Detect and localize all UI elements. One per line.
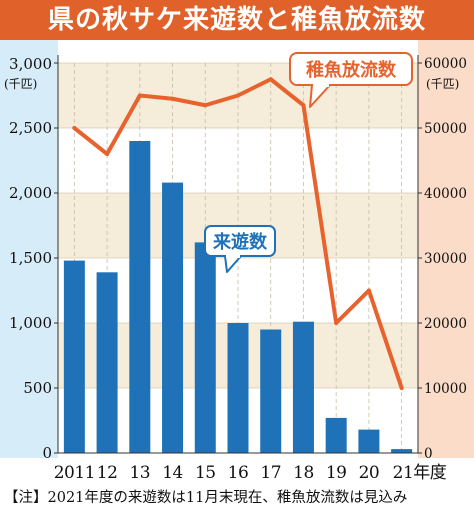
- bar-callout-join: [226, 254, 240, 258]
- right-tick-label: 60000: [424, 56, 467, 72]
- left-axis-unit: (千匹): [4, 77, 37, 91]
- bar-2011: [63, 260, 85, 453]
- right-tick-label: 50000: [424, 121, 467, 137]
- left-tick-label: 500: [23, 379, 52, 397]
- left-axis-panel: [0, 40, 58, 458]
- release-point-16: [236, 93, 240, 98]
- bar-15: [194, 242, 216, 453]
- left-tick-label: 2,500: [9, 119, 52, 137]
- x-tick-label: 21年度: [393, 463, 447, 483]
- release-point-12: [105, 152, 110, 156]
- left-tick-label: 1,000: [9, 314, 52, 332]
- release-point-13: [137, 93, 142, 98]
- line-callout-join: [313, 83, 329, 87]
- release-point-15: [203, 103, 208, 108]
- chart-canvas: 0 500 1,000 1,500 2,000 2,500 3,000 (千匹) 0 10000 2…: [0, 40, 474, 483]
- x-tick-label: 19: [326, 463, 347, 483]
- x-tick-label: 16: [228, 463, 249, 483]
- right-axis-panel: [418, 40, 474, 458]
- bar-16: [227, 323, 249, 453]
- left-tick-label: 0: [42, 444, 52, 462]
- bar-12: [96, 272, 118, 453]
- left-tick-label: 1,500: [9, 249, 52, 267]
- bar-21年度: [391, 449, 413, 453]
- right-tick-label: 20000: [424, 316, 467, 332]
- x-tick-label: 18: [293, 463, 314, 483]
- title-bar: [0, 0, 474, 40]
- x-tick-label: 2011: [54, 463, 95, 483]
- release-point-20: [366, 288, 371, 293]
- release-point-17: [268, 77, 273, 82]
- right-tick-label: 30000: [424, 251, 467, 267]
- x-tick-label: 14: [162, 463, 183, 483]
- right-tick-label: 40000: [424, 186, 467, 202]
- bar-20: [358, 429, 380, 453]
- line-series-label: 稚魚放流数: [306, 59, 397, 81]
- right-tick-label: 0: [424, 446, 433, 462]
- chart-title: 県の秋サケ来遊数と稚魚放流数: [47, 5, 426, 35]
- release-point-21年度: [399, 386, 404, 390]
- x-tick-label: 13: [129, 463, 150, 483]
- bar-13: [129, 141, 151, 453]
- right-tick-label: 10000: [424, 381, 467, 397]
- x-tick-label: 15: [195, 463, 216, 483]
- x-tick-label: 12: [97, 463, 118, 483]
- footnote: 【注】2021年度の来遊数は11月末現在、稚魚放流数は見込み: [4, 490, 408, 506]
- bar-18: [292, 321, 314, 453]
- release-point-18: [301, 103, 306, 108]
- left-tick-label: 2,000: [9, 184, 52, 202]
- release-point-19: [334, 321, 339, 325]
- release-point-14: [170, 96, 175, 101]
- bar-14: [162, 182, 184, 453]
- line-callout-box: [289, 52, 413, 86]
- bar-series-label: 来遊数: [212, 231, 268, 253]
- bar-17: [260, 329, 282, 453]
- x-tick-label: 20: [359, 463, 380, 483]
- left-tick-label: 3,000: [9, 55, 52, 73]
- release-point-2011: [72, 126, 77, 130]
- x-tick-label: 17: [260, 463, 281, 483]
- right-axis-unit: (千匹): [426, 77, 459, 91]
- bar-19: [325, 417, 347, 453]
